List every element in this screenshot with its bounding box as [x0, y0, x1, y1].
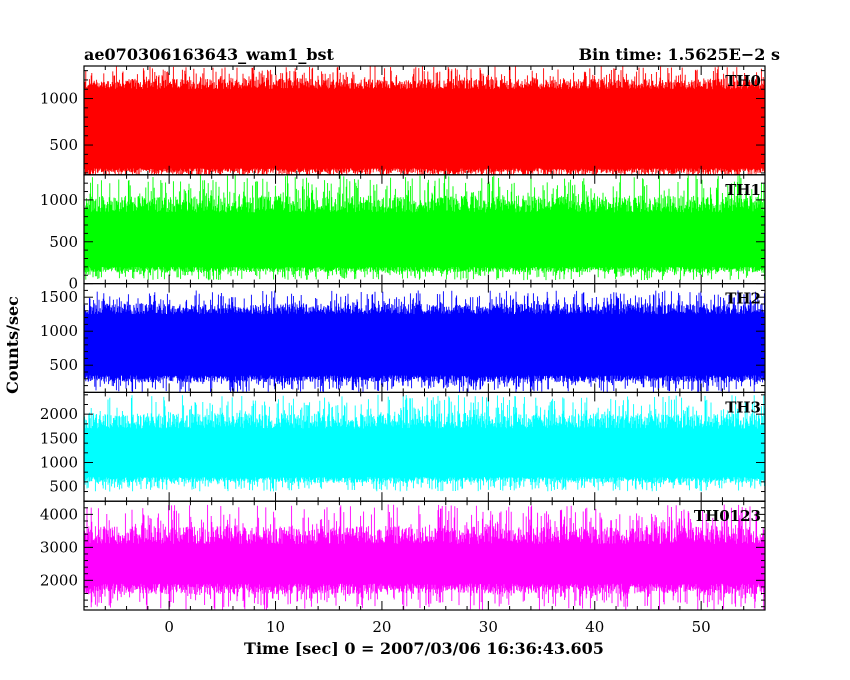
- x-tick-label: 10: [266, 618, 285, 636]
- x-tick-label: 40: [585, 618, 604, 636]
- y-tick-label: 0: [68, 275, 78, 293]
- bin-time-label: Bin time: 1.5625E−2 s: [579, 45, 780, 64]
- y-tick-label: 1000: [40, 90, 78, 108]
- panel-label-th0: TH0: [725, 72, 761, 90]
- y-tick-label: 500: [49, 136, 78, 154]
- series-core-th1: [84, 212, 765, 267]
- y-tick-label: 2000: [40, 571, 78, 589]
- panel-label-th0123: TH0123: [694, 507, 761, 525]
- plot-title: ae070306163643_wam1_bst: [84, 45, 335, 64]
- y-tick-label: 500: [49, 478, 78, 496]
- x-tick-label: 50: [692, 618, 711, 636]
- panel-label-th3: TH3: [725, 398, 761, 416]
- x-tick-label: 0: [164, 618, 174, 636]
- x-axis: 0 10 20 30 40 50: [164, 618, 710, 636]
- panel-th2: TH2 500 1000 1500: [40, 283, 766, 394]
- x-tick-label: 30: [479, 618, 498, 636]
- panel-th0123: TH0123 2000 3000 4000: [40, 500, 766, 611]
- y-tick-label: 1500: [40, 429, 78, 447]
- series-core-th3: [84, 428, 765, 478]
- panel-th3: TH3 500 1000 1500 2000: [40, 391, 766, 502]
- y-tick-label: 1000: [40, 322, 78, 340]
- panel-label-th2: TH2: [725, 290, 761, 308]
- x-axis-title: Time [sec] 0 = 2007/03/06 16:36:43.605: [244, 639, 604, 658]
- panels: TH0 500 1000 TH1 0 500 1000 TH2 500 1000 1500 TH3 50…: [40, 65, 766, 611]
- panel-label-th1: TH1: [725, 181, 761, 199]
- y-tick-label: 500: [49, 356, 78, 374]
- series-core-th0123: [84, 544, 765, 584]
- x-tick-label: 20: [372, 618, 391, 636]
- y-axis-title: Counts/sec: [3, 296, 22, 394]
- series-core-th2: [84, 314, 765, 376]
- panel-th1: TH1 0 500 1000: [40, 174, 766, 293]
- y-tick-label: 3000: [40, 538, 78, 556]
- y-tick-label: 2000: [40, 405, 78, 423]
- y-tick-label: 500: [49, 233, 78, 251]
- y-tick-label: 1000: [40, 191, 78, 209]
- y-tick-label: 1000: [40, 454, 78, 472]
- series-core-th0: [84, 89, 765, 169]
- y-tick-label: 4000: [40, 505, 78, 523]
- y-tick-label: 1500: [40, 288, 78, 306]
- panel-th0: TH0 500 1000: [40, 65, 766, 176]
